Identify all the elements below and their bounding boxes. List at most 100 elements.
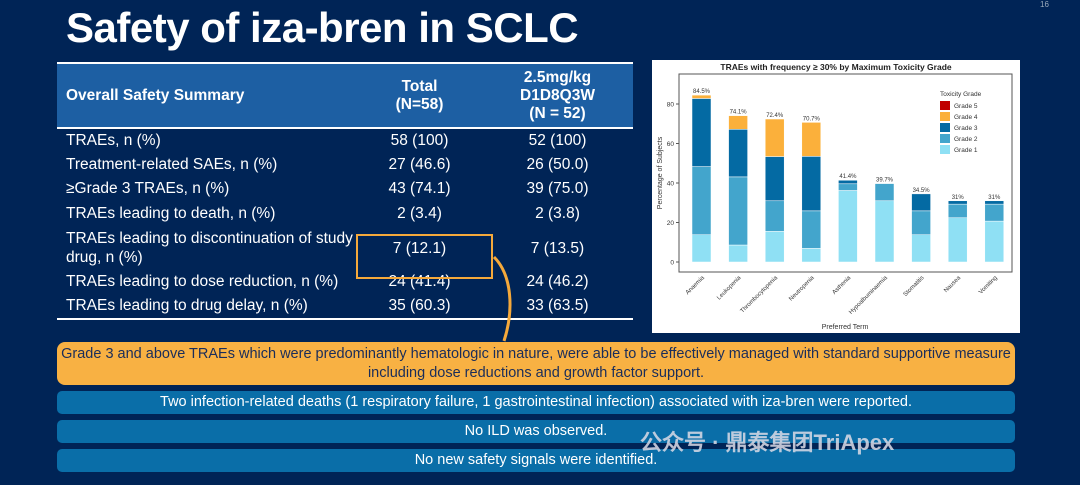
dose-value: 24 (46.2) — [526, 273, 589, 291]
bar-segment-grade-3 — [984, 200, 1005, 205]
total-value: 35 (60.3) — [357, 294, 482, 320]
bar-segment-grade-2 — [947, 203, 968, 219]
total-label: 84.5% — [693, 89, 711, 95]
legend-label: Grade 3 — [954, 125, 978, 132]
total-label: 39.7% — [876, 178, 894, 184]
bar-segment-grade-1 — [838, 190, 858, 263]
y-tick-label: 60 — [667, 141, 675, 148]
dose-value: 39 (75.0) — [526, 180, 589, 198]
x-tick-label: Hypoalbuminaemia — [848, 275, 889, 316]
bar-segment-grade-1 — [874, 200, 895, 263]
bar-segment-grade-4 — [764, 118, 785, 157]
row-label: TRAEs leading to death, n (%) — [66, 204, 276, 222]
total-value: 7 (12.1) — [392, 239, 447, 257]
bar-segment-grade-2 — [838, 183, 858, 191]
x-tick-label: Anaemia — [685, 275, 706, 296]
bar-segment-grade-2 — [764, 200, 785, 232]
note-deaths: Two infection-related deaths (1 respirat… — [57, 391, 1015, 414]
bar-segment-grade-4 — [728, 115, 748, 130]
bar-segment-grade-3 — [911, 193, 931, 212]
bar-segment-grade-1 — [947, 217, 968, 263]
legend-label: Grade 2 — [954, 136, 978, 143]
x-tick-label: Nausea — [943, 275, 962, 294]
total-value: 2 (3.4) — [397, 204, 442, 222]
table-row: Treatment-related SAEs, n (%) 27 (46.6) 26… — [57, 153, 633, 178]
watermark: 公众号 · 鼎泰集团TriApex — [640, 430, 895, 455]
legend-label: Grade 4 — [954, 114, 978, 121]
bar-segment-grade-3 — [801, 156, 822, 212]
table-row: TRAEs leading to drug delay, n (%) 35 (60… — [57, 294, 633, 320]
bar-segment-grade-2 — [874, 183, 895, 202]
total-label: 41.4% — [839, 174, 857, 180]
row-label: TRAEs, n (%) — [66, 131, 161, 149]
page-number: 16 — [1040, 0, 1049, 9]
total-value: 58 (100) — [390, 131, 449, 149]
bar-segment-grade-3 — [691, 98, 712, 167]
note-ild: No ILD was observed. — [57, 420, 1015, 443]
total-value: 43 (74.1) — [388, 180, 451, 198]
bar-segment-grade-2 — [801, 210, 822, 249]
callout-arrow — [492, 255, 512, 342]
dose-value: 33 (63.5) — [482, 294, 633, 320]
bar-segment-grade-3 — [947, 200, 968, 205]
trae-stacked-bar-chart: TRAEs with frequency ≥ 30% by Maximum To… — [657, 62, 1013, 331]
total-value: 27 (46.6) — [388, 155, 451, 173]
legend-swatch — [940, 101, 950, 110]
y-tick-label: 20 — [667, 220, 675, 227]
row-label: TRAEs leading to dose reduction, n (%) — [66, 273, 339, 291]
dose-value: 26 (50.0) — [526, 155, 589, 173]
total-label: 34.5% — [913, 188, 931, 194]
bar-segment-grade-1 — [764, 231, 785, 263]
legend-title: Toxicity Grade — [940, 91, 982, 98]
bar-segment-grade-1 — [728, 244, 748, 263]
bar-segment-grade-1 — [984, 220, 1005, 263]
trae-chart-panel: TRAEs with frequency ≥ 30% by Maximum To… — [652, 60, 1020, 333]
total-label: 72.4% — [766, 113, 784, 119]
table-row: TRAEs leading to discontinuation of stud… — [57, 226, 633, 270]
legend-swatch — [940, 123, 950, 132]
x-tick-label: Stomatitis — [903, 275, 926, 298]
bar-segment-grade-4 — [691, 94, 712, 99]
bar-segment-grade-1 — [911, 234, 931, 263]
row-label: TRAEs leading to discontinuation of stud… — [66, 230, 353, 266]
dose-value: 7 (13.5) — [530, 239, 585, 257]
bar-segment-grade-2 — [911, 210, 931, 235]
bar-segment-grade-2 — [728, 176, 748, 246]
plot-border — [678, 73, 1013, 273]
safety-summary-table: Overall Safety Summary Total (N=58) 2.5m… — [57, 62, 633, 320]
header-summary: Overall Safety Summary — [57, 62, 357, 129]
bar-segment-grade-1 — [691, 234, 712, 263]
x-tick-label: Neutropenia — [788, 275, 816, 303]
legend-label: Grade 1 — [954, 147, 978, 154]
bar-segment-grade-2 — [984, 203, 1005, 222]
bar-segment-grade-3 — [838, 179, 858, 185]
bar-segment-grade-1 — [801, 248, 822, 263]
x-tick-label: Thrombocytopenia — [740, 275, 780, 315]
table-row: TRAEs leading to death, n (%) 2 (3.4) 2 (3… — [57, 202, 633, 227]
legend-swatch — [940, 112, 950, 121]
bar-segment-grade-4 — [801, 122, 822, 157]
x-tick-label: Vomiting — [978, 275, 999, 296]
x-axis-label: Preferred Term — [822, 324, 869, 331]
bar-segment-grade-3 — [728, 129, 748, 178]
dose-value: 2 (3.8) — [535, 204, 580, 222]
legend-swatch — [940, 145, 950, 154]
table-row: ≥Grade 3 TRAEs, n (%) 43 (74.1) 39 (75.0) — [57, 177, 633, 202]
bar-segment-grade-3 — [764, 156, 785, 202]
x-tick-label: Leukopenia — [716, 275, 743, 302]
highlight-box — [356, 234, 493, 279]
x-tick-label: Asthenia — [832, 275, 853, 296]
header-dose: 2.5mg/kg D1D8Q3W (N = 52) — [482, 62, 633, 129]
legend-swatch — [940, 134, 950, 143]
table-row: TRAEs leading to dose reduction, n (%) 24… — [57, 270, 633, 295]
header-total: Total (N=58) — [357, 62, 482, 129]
y-tick-label: 40 — [667, 181, 675, 188]
y-axis-label: Percentage of Subjects — [657, 136, 664, 209]
total-label: 70.7% — [803, 116, 821, 122]
total-label: 31% — [988, 195, 1001, 201]
row-label: ≥Grade 3 TRAEs, n (%) — [66, 180, 230, 198]
note-safety-signals: No new safety signals were identified. — [57, 449, 1015, 472]
total-label: 74.1% — [730, 110, 748, 116]
table-row: TRAEs, n (%) 58 (100) 52 (100) — [57, 128, 633, 153]
bar-segment-grade-2 — [691, 166, 712, 235]
